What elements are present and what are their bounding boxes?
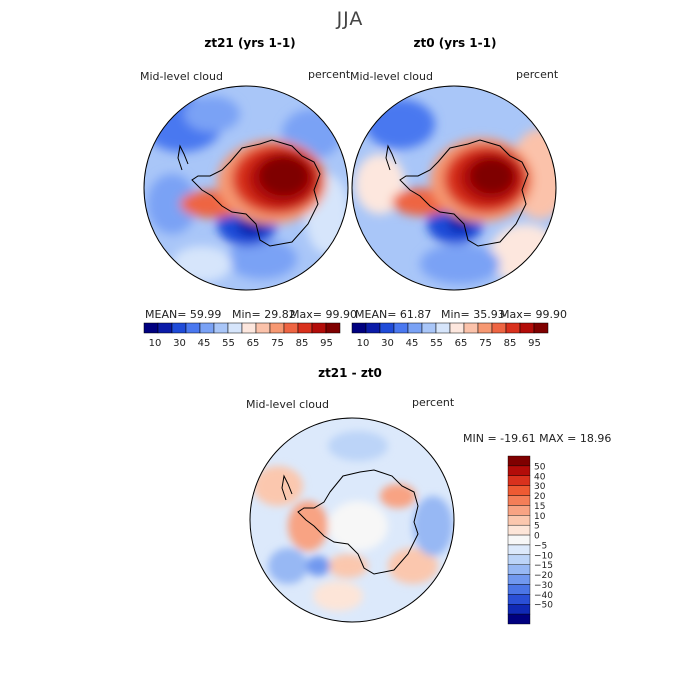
colorbar-swatch — [227, 322, 243, 334]
diff-colorbar-swatch — [507, 495, 531, 506]
diff-colorbar-tick-label: 50 — [534, 462, 546, 472]
diff-colorbar-swatch — [507, 455, 531, 467]
colorbar-swatch — [435, 322, 451, 334]
panel-1-max: Max= 99.90 — [290, 308, 357, 321]
colorbar-tick-label: 55 — [222, 338, 235, 349]
colorbar-tick-label: 10 — [149, 338, 162, 349]
colorbar-swatch — [379, 322, 395, 334]
colorbar-swatch — [283, 322, 299, 334]
diff-colorbar-swatch — [507, 485, 531, 496]
colorbar-tick-label: 45 — [198, 338, 211, 349]
panel-1-units-label: percent — [308, 68, 351, 81]
colorbar-swatch — [365, 322, 381, 334]
diff-colorbar-tick-label: −50 — [534, 601, 553, 611]
colorbar-swatch — [199, 322, 215, 334]
colorbar-tick-label: 30 — [173, 338, 186, 349]
colorbar-swatch — [297, 322, 313, 334]
panel-2-colorbar: 10 30 45 55 65 75 85 95 — [351, 322, 549, 349]
panel-1-variable-label: Mid-level cloud — [140, 70, 223, 83]
colorbar-swatch — [157, 322, 173, 334]
panel-2-max: Max= 99.90 — [500, 308, 567, 321]
diff-colorbar-tick-label: 5 — [534, 522, 540, 532]
diff-colorbar-tick-label: −15 — [534, 561, 553, 571]
diff-variable-label: Mid-level cloud — [246, 398, 329, 411]
colorbar-tick-label: 55 — [430, 338, 443, 349]
colorbar-tick-label: 85 — [504, 338, 517, 349]
colorbar-tick-label: 75 — [479, 338, 492, 349]
diff-colorbar-swatch — [507, 544, 531, 556]
colorbar-swatch — [185, 322, 201, 334]
diff-colorbar-tick-label: 10 — [534, 512, 546, 522]
diff-colorbar-tick-label: 0 — [534, 532, 540, 542]
diff-colorbar-tick-label: 40 — [534, 472, 546, 482]
diff-colorbar-swatch — [507, 604, 531, 615]
diff-colorbar-tick-label: 20 — [534, 492, 546, 502]
colorbar-swatch — [407, 322, 423, 334]
colorbar-swatch — [505, 322, 521, 334]
colorbar-swatch — [311, 322, 327, 334]
diff-colorbar-tick-label: −30 — [534, 581, 553, 591]
diff-colorbar-swatch — [507, 524, 531, 536]
panel-1-mean: MEAN= 59.99 — [145, 308, 222, 321]
diff-colorbar-tick-label: 30 — [534, 482, 546, 492]
diff-colorbar-swatch — [507, 465, 531, 476]
colorbar-tick-label: 65 — [247, 338, 260, 349]
panel-1-min: Min= 29.82 — [232, 308, 296, 321]
diff-colorbar-swatch — [507, 594, 531, 605]
colorbar-swatch — [519, 322, 535, 334]
panel-1-title: zt21 (yrs 1-1) — [204, 36, 296, 50]
panel-2-polar-map — [351, 85, 557, 291]
panel-2-variable-label: Mid-level cloud — [350, 70, 433, 83]
colorbar-swatch — [255, 322, 271, 334]
colorbar-swatch — [241, 322, 257, 334]
diff-colorbar-swatch — [507, 564, 531, 575]
diff-colorbar-tick-label: 15 — [534, 502, 545, 512]
colorbar-swatch — [325, 322, 341, 334]
diff-polar-map — [249, 417, 455, 623]
diff-colorbar-tick-label: −40 — [534, 591, 553, 601]
colorbar-swatch — [143, 322, 159, 334]
colorbar-swatch — [533, 322, 549, 334]
panel-2-min: Min= 35.93 — [441, 308, 505, 321]
colorbar-tick-label: 85 — [296, 338, 309, 349]
panel-1-polar-map — [143, 85, 349, 291]
colorbar-swatch — [463, 322, 479, 334]
diff-colorbar-tick-label: −5 — [534, 541, 547, 551]
colorbar-swatch — [171, 322, 187, 334]
diff-colorbar-swatch — [507, 534, 531, 546]
diff-minmax: MIN = -19.61 MAX = 18.96 — [463, 432, 612, 445]
colorbar-swatch — [213, 322, 229, 334]
diff-panel-title: zt21 - zt0 — [318, 366, 382, 380]
colorbar-swatch — [449, 322, 465, 334]
colorbar-swatch — [351, 322, 367, 334]
colorbar-tick-label: 65 — [455, 338, 468, 349]
diff-colorbar-tick-label: −10 — [534, 551, 553, 561]
panel-2-mean: MEAN= 61.87 — [355, 308, 432, 321]
colorbar-tick-label: 10 — [357, 338, 370, 349]
colorbar-tick-label: 95 — [528, 338, 541, 349]
panel-2-units-label: percent — [516, 68, 559, 81]
colorbar-tick-label: 30 — [381, 338, 394, 349]
diff-colorbar-swatch — [507, 505, 531, 516]
colorbar-tick-label: 75 — [271, 338, 284, 349]
panel-1-colorbar: 10 30 45 55 65 75 85 95 — [143, 322, 341, 349]
colorbar-tick-label: 95 — [320, 338, 333, 349]
colorbar-swatch — [491, 322, 507, 334]
diff-colorbar-swatch — [507, 554, 531, 565]
diff-colorbar-swatch — [507, 475, 531, 486]
colorbar-swatch — [477, 322, 493, 334]
colorbar-swatch — [393, 322, 409, 334]
diff-units-label: percent — [412, 396, 455, 409]
diff-colorbar-swatch — [507, 584, 531, 595]
diff-colorbar-swatch — [507, 613, 531, 625]
diff-colorbar-swatch — [507, 515, 531, 526]
season-title: JJA — [336, 8, 364, 30]
diff-colorbar-swatch — [507, 574, 531, 585]
colorbar-swatch — [421, 322, 437, 334]
colorbar-swatch — [269, 322, 285, 334]
panel-2-title: zt0 (yrs 1-1) — [413, 36, 497, 50]
colorbar-tick-label: 45 — [406, 338, 419, 349]
diff-colorbar-tick-label: −20 — [534, 571, 553, 581]
